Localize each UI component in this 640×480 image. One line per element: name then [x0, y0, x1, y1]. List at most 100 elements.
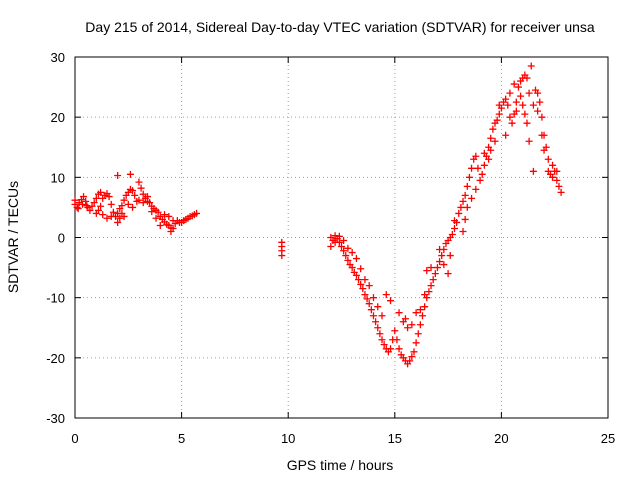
data-point [161, 211, 169, 219]
data-point [193, 209, 201, 217]
data-point [382, 291, 390, 299]
data-point [374, 303, 382, 311]
data-point [527, 62, 535, 70]
data-point [412, 309, 420, 317]
data-point [544, 155, 552, 163]
data-point [342, 252, 350, 260]
x-axis-label: GPS time / hours [287, 457, 394, 473]
data-point [94, 206, 102, 214]
data-point [478, 170, 486, 178]
data-point [80, 193, 88, 201]
x-tick-label: 20 [494, 431, 508, 446]
x-tick-label: 15 [388, 431, 402, 446]
data-point [448, 230, 456, 238]
data-point [167, 227, 175, 235]
data-point [553, 176, 561, 184]
data-point [540, 131, 548, 139]
data-point [327, 243, 335, 251]
y-tick-label: -20 [46, 351, 65, 366]
data-point [404, 324, 412, 332]
data-point [433, 264, 441, 272]
x-tick-label: 10 [281, 431, 295, 446]
data-point [338, 243, 345, 251]
data-point [525, 89, 533, 97]
data-point [459, 197, 467, 205]
data-point [421, 303, 429, 311]
data-point [506, 113, 514, 121]
x-tick-label: 0 [71, 431, 78, 446]
data-point [359, 285, 367, 293]
data-point [92, 194, 100, 202]
data-point [169, 217, 177, 225]
data-point [391, 327, 399, 335]
data-point [107, 212, 115, 220]
data-point [438, 252, 446, 260]
data-point [427, 264, 435, 272]
data-point [278, 252, 286, 260]
data-point [99, 211, 107, 219]
data-point [165, 212, 173, 220]
data-point [450, 217, 458, 225]
data-point [103, 214, 111, 222]
data-point [502, 131, 510, 139]
data-point [408, 353, 416, 361]
data-point [395, 345, 403, 353]
data-point [74, 205, 82, 213]
data-point [408, 321, 416, 329]
data-point [401, 315, 409, 323]
data-point [348, 249, 356, 257]
data-point [425, 288, 433, 296]
data-point [540, 146, 548, 154]
data-point [83, 202, 91, 210]
data-point [331, 238, 339, 246]
data-point [529, 167, 537, 175]
data-point [489, 125, 497, 133]
data-point [493, 116, 501, 124]
data-point [557, 188, 565, 196]
data-point [129, 203, 137, 211]
data-point [421, 291, 429, 299]
data-point [378, 336, 386, 344]
data-point [504, 101, 512, 109]
data-point [135, 178, 143, 186]
data-point [468, 194, 476, 202]
data-point [463, 182, 471, 190]
y-tick-label: 10 [51, 170, 65, 185]
data-point [372, 318, 380, 326]
data-point [414, 330, 422, 338]
y-axis-label: SDTVAR / TECUs [5, 181, 21, 293]
data-point [523, 74, 531, 82]
data-point [523, 119, 531, 127]
data-point [495, 110, 503, 118]
data-point [154, 208, 162, 216]
data-point [459, 227, 467, 235]
data-point [90, 199, 98, 207]
grid [75, 57, 608, 418]
data-point [423, 267, 431, 275]
data-point [429, 276, 437, 284]
data-point [367, 306, 375, 314]
y-tick-label: 20 [51, 110, 65, 125]
data-point [82, 197, 90, 205]
data-point [352, 255, 360, 263]
data-point [148, 208, 156, 216]
data-point [378, 312, 386, 320]
data-point [480, 149, 488, 157]
data-point [114, 172, 122, 180]
data-point [395, 309, 403, 317]
data-point [146, 199, 154, 207]
data-point [485, 155, 493, 163]
data-point [97, 188, 105, 196]
data-point [376, 330, 384, 338]
data-point [335, 232, 343, 240]
data-point [474, 164, 482, 172]
data-point [139, 190, 147, 198]
data-point [118, 202, 126, 210]
data-point [519, 101, 527, 109]
data-point [521, 110, 529, 118]
y-tick-label: -10 [46, 291, 65, 306]
data-point [510, 80, 518, 88]
data-point [361, 276, 369, 284]
data-point [365, 300, 373, 308]
data-point [355, 276, 363, 284]
